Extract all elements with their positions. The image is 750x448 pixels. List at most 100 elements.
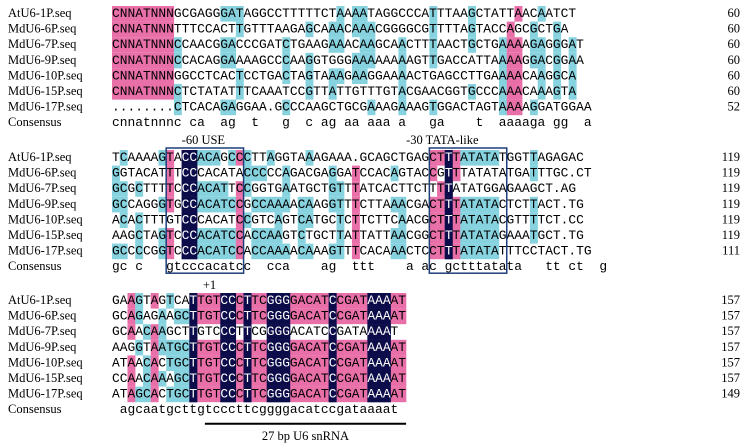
residue-shade [243, 181, 252, 197]
residue-shade [158, 371, 167, 387]
residue-shade [398, 371, 407, 387]
residue-shade [305, 308, 314, 325]
conserved-residue: A [375, 309, 383, 324]
residue-shade [499, 52, 507, 69]
sequence: CNNATNNNCTCTATATTTCAAATCCGTTATTGTTTGTACG… [112, 84, 576, 99]
residue-shade [135, 293, 144, 309]
residue-shade [274, 243, 283, 260]
residue-shade [390, 165, 399, 182]
residue-shade [351, 355, 360, 371]
position-number: 60 [728, 84, 741, 98]
residue-shade [173, 355, 182, 371]
consensus-sequence: cnnatnnnc ca ag t g c ag aa aaa a ga t a… [112, 115, 592, 130]
residue-shade [119, 150, 128, 166]
conserved-residue: T [189, 309, 197, 324]
residue-shade [274, 196, 283, 213]
residue-shade [537, 84, 546, 100]
residue-shade [390, 308, 399, 325]
residue-cover [189, 196, 198, 213]
residue-shade [336, 228, 345, 244]
residue-shade [282, 37, 291, 53]
residue-shade [112, 37, 120, 53]
position-number: 60 [728, 68, 741, 82]
sequence: CNNATNNNCCACAGGAAAAGCCCAAGGTGGGAAAAAAAAG… [112, 53, 584, 68]
residue-shade [235, 84, 244, 100]
residue-shade [313, 371, 322, 387]
residue-cover [266, 308, 275, 325]
residue-shade [320, 355, 329, 371]
residue-shade [483, 243, 492, 260]
conserved-residue: C [329, 309, 337, 324]
conserved-residue: G [275, 371, 283, 386]
residue-shade [235, 196, 244, 213]
residue-shade [204, 339, 213, 356]
conserved-residue: T [244, 355, 252, 370]
residue-shade [553, 84, 562, 100]
conserved-residue: T [445, 244, 453, 259]
position-number: 157 [721, 371, 740, 385]
residue-shade [344, 339, 353, 356]
residue-cover [189, 308, 198, 325]
residue-cover [266, 386, 275, 403]
residue-shade [220, 181, 229, 197]
residue-shade [150, 324, 159, 340]
residue-shade [251, 196, 260, 213]
residue-shade [251, 355, 260, 371]
residue-shade [305, 371, 314, 387]
residue-cover [181, 150, 190, 166]
residue-shade [328, 181, 337, 197]
residue-shade [529, 52, 538, 69]
use-box [165, 147, 245, 274]
residue-shade [274, 212, 283, 228]
snrna-label: 27 bp U6 snRNA [262, 429, 349, 443]
residue-shade [529, 150, 538, 166]
residue-shade [197, 243, 206, 260]
residue-shade [506, 52, 515, 69]
residue-shade [336, 243, 345, 260]
residue-shade [336, 371, 345, 387]
conserved-residue: C [189, 150, 197, 165]
residue-shade [390, 339, 399, 356]
residue-shade [158, 228, 167, 244]
residue-shade [313, 308, 322, 325]
sequence-name: AtU6-1P.seq [8, 150, 72, 164]
sequence-name: MdU6-7P.seq [8, 37, 77, 51]
residue-shade [119, 181, 128, 197]
residue-shade [158, 37, 167, 53]
sequence: TCAAAAGTACCACAGCCCTTAGGTAAAGAAA.GCAGCTGA… [112, 150, 584, 165]
residue-cover [228, 355, 237, 371]
residue-shade [150, 293, 159, 309]
residue-shade [204, 371, 213, 387]
residue-shade [305, 339, 314, 356]
residue-shade [359, 355, 368, 371]
residue-cover [181, 228, 190, 244]
residue-shade [259, 386, 267, 403]
residue-cover [189, 355, 198, 371]
residue-shade [499, 84, 507, 100]
residue-shade [398, 196, 407, 213]
consensus-sequence: agcaatgcttgtcccttcggggacatccgataaaat [112, 402, 398, 417]
residue-shade [150, 355, 159, 371]
residue-cover [444, 228, 453, 244]
residue-shade [491, 243, 500, 260]
conserved-residue: C [182, 166, 190, 181]
residue-shade [150, 386, 159, 403]
residue-shade [173, 339, 182, 356]
residue-shade [235, 355, 244, 371]
residue-shade [537, 37, 546, 53]
residue-shade [320, 308, 329, 325]
residue-shade [367, 99, 376, 116]
sequence-name: MdU6-6P.seq [8, 22, 77, 36]
sequence: GGTACATTTCCCACATACCCCCAGACGAGGATCCACAGTA… [112, 166, 592, 181]
conserved-residue: C [329, 340, 337, 355]
conserved-residue: C [220, 340, 228, 355]
residue-cover [274, 371, 283, 387]
residue-shade [173, 371, 182, 387]
residue-shade [491, 196, 500, 213]
residue-shade [568, 37, 577, 53]
residue-shade [220, 52, 229, 69]
residue-shade [181, 308, 190, 325]
sequence: GAAGTAGTCATTGTCCCTTCGGGGACATCCGATAAAAT [112, 293, 406, 308]
conserved-residue: T [189, 324, 197, 339]
residue-shade [398, 355, 407, 371]
